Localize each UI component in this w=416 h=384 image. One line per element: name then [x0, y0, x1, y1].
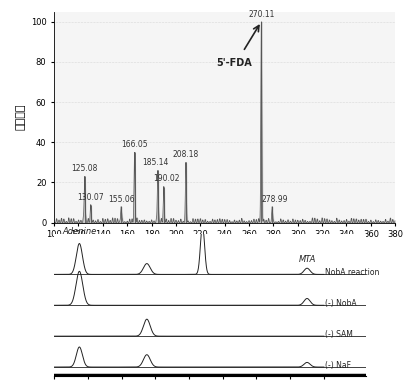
Text: 5'-FDA: 5'-FDA: [0, 383, 1, 384]
Text: Adenine: Adenine: [62, 227, 97, 236]
Text: 125.08: 125.08: [72, 164, 98, 174]
Text: 270.11: 270.11: [248, 10, 275, 18]
Text: 130.07: 130.07: [77, 193, 104, 202]
Text: MTA: MTA: [298, 255, 316, 263]
Text: (-) SAM: (-) SAM: [325, 330, 353, 339]
Text: NobA reaction: NobA reaction: [325, 268, 379, 277]
Text: 5'-FDA: 5'-FDA: [216, 58, 252, 68]
Y-axis label: 相对丰度: 相对丰度: [15, 104, 25, 131]
Text: 166.05: 166.05: [121, 140, 148, 149]
Text: (-) NobA: (-) NobA: [325, 299, 357, 308]
Text: 278.99: 278.99: [261, 195, 288, 204]
Text: 208.18: 208.18: [173, 151, 199, 159]
Text: 155.06: 155.06: [108, 195, 134, 204]
Text: (-) NaF: (-) NaF: [325, 361, 351, 370]
Text: 190.02: 190.02: [153, 174, 179, 184]
Text: 185.14: 185.14: [142, 159, 168, 167]
